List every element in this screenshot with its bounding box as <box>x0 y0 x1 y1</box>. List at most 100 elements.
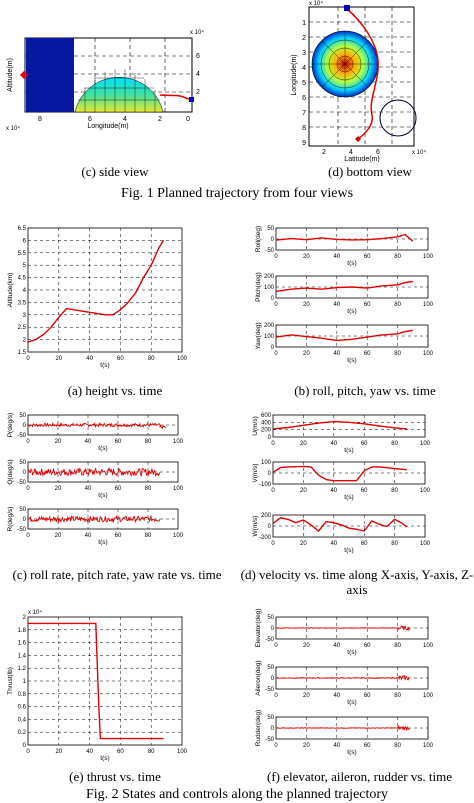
thrust-ytick: 0.4 <box>18 717 27 723</box>
u-xtick: 20 <box>300 441 307 447</box>
caption-rates: (c) roll rate, pitch rate, yaw rate vs. … <box>12 567 222 582</box>
aileron-xtick: 20 <box>303 693 310 699</box>
elevator-xtick: 60 <box>364 643 371 649</box>
side-ytick: 6 <box>196 53 200 60</box>
prate-ytick: 0 <box>23 423 27 429</box>
thrust-yexp: x 10⁴ <box>28 609 42 616</box>
aileron-series-line <box>275 675 411 681</box>
bottom-xtick: 6 <box>376 149 380 156</box>
elevator-ytick: 0 <box>271 626 275 632</box>
bottom-view-xlabel: Latitude(m) <box>344 156 379 163</box>
u-ytick: 0 <box>268 435 272 441</box>
side-ytick: 2 <box>196 89 200 96</box>
u-xtick: 40 <box>330 441 337 447</box>
height-xtick: 0 <box>26 356 30 362</box>
aileron-ylabel: Aileron(deg) <box>255 660 262 695</box>
bottom-ytick: 7 <box>302 110 306 117</box>
bottom-ytick: 3 <box>302 50 306 57</box>
fig2-title: Fig. 2 States and controls along the pla… <box>85 787 389 802</box>
aileron-xtick: 80 <box>394 693 401 699</box>
u-xtick: 60 <box>361 441 368 447</box>
pitch-xtick: 0 <box>274 302 278 308</box>
height-xtick: 80 <box>148 356 155 362</box>
rudder-series-line <box>276 724 411 732</box>
u-xlabel: t(s) <box>344 447 353 454</box>
rrate-xtick: 80 <box>145 533 152 539</box>
bottom-ytick: 9 <box>302 140 306 147</box>
w-ytick: -200 <box>259 535 272 541</box>
side-ytick: 4 <box>196 71 200 78</box>
roll-ytick: -50 <box>265 248 274 254</box>
caption-bottom-view: (d) bottom view <box>328 164 412 179</box>
caption-attitude: (b) roll, pitch, yaw vs. time <box>294 383 436 398</box>
rudder-xtick: 100 <box>423 743 434 749</box>
prate-xtick: 40 <box>85 439 92 445</box>
qrate-xtick: 20 <box>55 486 62 492</box>
rudder-xtick: 0 <box>274 743 278 749</box>
w-xtick: 0 <box>271 541 275 547</box>
thrust-xtick: 100 <box>177 749 188 755</box>
side-xtick: 2 <box>158 116 162 123</box>
elevator-xlabel: t(s) <box>347 649 356 656</box>
qrate-xtick: 60 <box>115 486 122 492</box>
v-xtick: 60 <box>361 488 368 494</box>
thrust-ytick: 1.2 <box>18 666 27 672</box>
thrust-ytick: 1.4 <box>18 653 27 659</box>
w-ytick: 0 <box>268 524 272 530</box>
prate-xtick: 0 <box>26 439 30 445</box>
elevator-ylabel: Elevator(deg) <box>255 608 262 647</box>
w-xlabel: t(s) <box>344 547 353 554</box>
height-ytick: 5.5 <box>18 251 27 257</box>
bottom-ytick: 8 <box>302 125 306 132</box>
prate-xlabel: t(s) <box>98 445 107 452</box>
yaw-ylabel: Yaw(deg) <box>255 322 262 349</box>
elevator-xtick: 80 <box>394 643 401 649</box>
thrust-ytick: 2 <box>23 615 27 621</box>
caption-height: (a) height vs. time <box>67 383 163 398</box>
side-view-xexp: x 10⁴ <box>6 125 20 132</box>
height-xtick: 40 <box>86 356 93 362</box>
v-ylabel: V(m/s) <box>252 463 259 482</box>
elevator-series-line <box>275 625 411 632</box>
rrate-ylabel: R(deg/s) <box>7 507 14 532</box>
height-ytick: 1.5 <box>18 350 27 356</box>
rrate-xtick: 0 <box>26 533 30 539</box>
thrust-ytick: 0 <box>23 743 27 749</box>
pitch-xtick: 40 <box>333 302 340 308</box>
u-xtick: 0 <box>271 441 275 447</box>
roll-ylabel: Roll(deg) <box>255 226 262 252</box>
v-xtick: 40 <box>330 488 337 494</box>
v-ytick: -100 <box>259 482 272 488</box>
v-xtick: 0 <box>271 488 275 494</box>
bottom-ytick: 5 <box>302 80 306 87</box>
pitch-xlabel: t(s) <box>347 308 356 315</box>
rudder-ytick: 50 <box>267 715 274 721</box>
rrate-xlabel: t(s) <box>98 539 107 546</box>
height-series-line <box>27 240 165 343</box>
thrust-ytick: 0.2 <box>18 730 27 736</box>
pitch-ytick: 0 <box>271 296 275 302</box>
yaw-xtick: 40 <box>333 351 340 357</box>
v-xlabel: t(s) <box>344 494 353 501</box>
caption-velocity: (d) velocity vs. time along X-axis, Y-ax… <box>240 567 474 597</box>
caption-controls: (f) elevator, aileron, rudder vs. time <box>266 769 452 784</box>
bottom-view-ylabel: Longitude(m) <box>291 54 298 95</box>
bottom-ytick: 6 <box>302 95 306 102</box>
bottom-ytick: 1 <box>302 20 306 27</box>
thrust-ytick: 1.8 <box>18 628 27 634</box>
thrust-xlabel: t(s) <box>100 755 109 762</box>
side-view-dome <box>74 76 164 113</box>
rudder-xtick: 40 <box>333 743 340 749</box>
yaw-xlabel: t(s) <box>347 357 356 364</box>
rrate-xtick: 40 <box>85 533 92 539</box>
rudder-ytick: -50 <box>265 737 274 743</box>
height-xtick: 100 <box>177 356 188 362</box>
u-ytick: 600 <box>261 413 272 419</box>
rudder-xtick: 20 <box>303 743 310 749</box>
v-ytick: 0 <box>268 471 272 477</box>
v-xtick: 100 <box>420 488 431 494</box>
rrate-xtick: 100 <box>173 533 184 539</box>
w-ytick: 200 <box>261 513 272 519</box>
aileron-ytick: -50 <box>265 687 274 693</box>
thrust-ytick: 0.8 <box>18 692 27 698</box>
